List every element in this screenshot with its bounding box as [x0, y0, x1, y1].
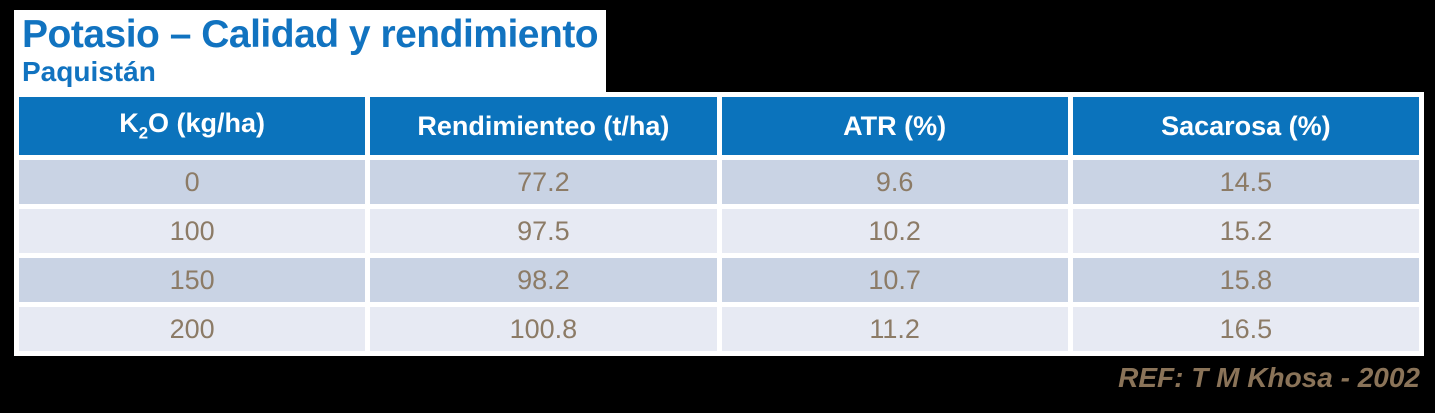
title-block: Potasio – Calidad y rendimiento Paquistá… [14, 10, 606, 92]
table-row: 200 100.8 11.2 16.5 [19, 307, 1419, 351]
table-header-row: K2O (kg/ha) Rendimienteo (t/ha) ATR (%) … [19, 97, 1419, 155]
cell-atr: 10.7 [721, 258, 1068, 302]
table-container: K2O (kg/ha) Rendimienteo (t/ha) ATR (%) … [14, 92, 1424, 356]
cell-sacarosa: 15.8 [1072, 258, 1419, 302]
header-rendimiento: Rendimienteo (t/ha) [370, 97, 717, 155]
slide-subtitle: Paquistán [22, 55, 156, 87]
cell-sacarosa: 15.2 [1072, 209, 1419, 253]
cell-rendimiento: 97.5 [370, 209, 717, 253]
header-k2o-rest: O (kg/ha) [148, 108, 266, 139]
data-table: K2O (kg/ha) Rendimienteo (t/ha) ATR (%) … [14, 92, 1424, 356]
header-k2o: K2O (kg/ha) [19, 97, 366, 155]
cell-atr: 9.6 [721, 160, 1068, 204]
header-sacarosa: Sacarosa (%) [1072, 97, 1419, 155]
cell-k2o: 0 [19, 160, 366, 204]
cell-sacarosa: 16.5 [1072, 307, 1419, 351]
slide-title: Potasio – Calidad y rendimiento [22, 13, 599, 56]
cell-sacarosa: 14.5 [1072, 160, 1419, 204]
header-atr: ATR (%) [721, 97, 1068, 155]
cell-rendimiento: 77.2 [370, 160, 717, 204]
cell-k2o: 200 [19, 307, 366, 351]
header-k2o-base: K [119, 108, 139, 139]
header-k2o-subscript: 2 [138, 123, 149, 143]
cell-k2o: 150 [19, 258, 366, 302]
cell-k2o: 100 [19, 209, 366, 253]
cell-rendimiento: 100.8 [370, 307, 717, 351]
cell-atr: 10.2 [721, 209, 1068, 253]
cell-atr: 11.2 [721, 307, 1068, 351]
table-row: 0 77.2 9.6 14.5 [19, 160, 1419, 204]
cell-rendimiento: 98.2 [370, 258, 717, 302]
table-row: 150 98.2 10.7 15.8 [19, 258, 1419, 302]
table-row: 100 97.5 10.2 15.2 [19, 209, 1419, 253]
reference-text: REF: T M Khosa - 2002 [1118, 362, 1420, 393]
